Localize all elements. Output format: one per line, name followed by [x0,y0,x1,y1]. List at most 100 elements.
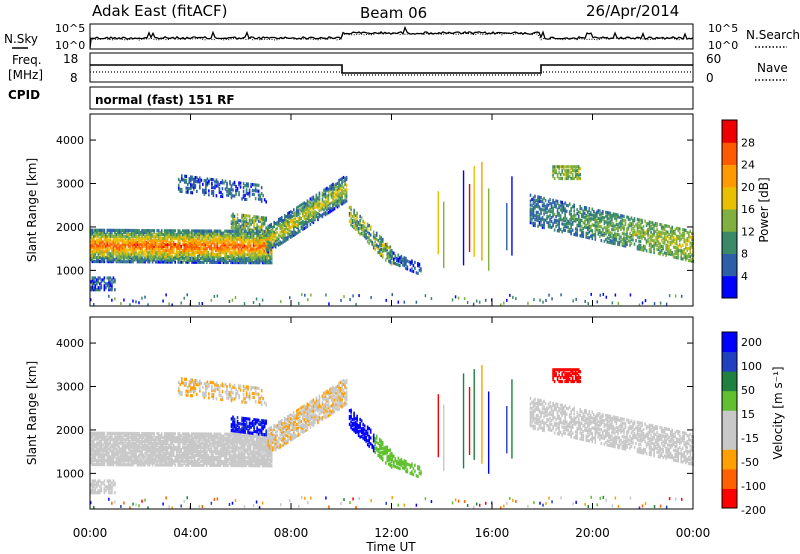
data-cell [240,253,243,257]
data-cell [653,243,655,247]
data-cell [240,243,243,247]
data-cell [535,210,538,214]
data-cell [151,234,154,239]
data-cell [559,208,562,212]
data-cell [291,230,294,234]
data-cell [159,461,161,465]
data-cell [302,212,304,216]
data-cell [144,234,146,239]
data-cell [238,183,240,187]
data-cell [586,228,589,232]
data-cell [178,242,181,247]
data-cell [111,433,113,437]
data-cell [288,211,291,215]
data-cell [242,231,244,235]
data-cell [216,239,219,243]
data-cell [114,443,116,447]
data-cell [617,232,619,237]
data-cell [352,294,354,298]
data-cell [109,246,112,250]
data-cell [273,234,276,238]
data-cell [576,225,579,229]
data-cell [283,233,286,237]
data-cell [156,461,158,465]
data-cell [567,221,569,225]
data-cell [678,239,681,243]
data-cell [648,222,651,226]
data-cell [332,204,334,208]
data-cell [555,165,557,169]
data-cell [120,433,122,437]
data-cell [200,241,202,245]
data-cell [148,242,151,246]
data-cell [629,218,631,222]
data-cell [237,229,240,233]
data-cell [356,215,358,219]
data-cell [118,228,121,233]
data-cell [179,189,182,193]
data-cell [678,243,681,247]
data-cell [172,461,175,465]
data-cell [103,236,106,240]
data-cell [344,182,346,186]
data-cell [91,276,94,280]
data-cell [141,236,143,241]
data-cell [108,443,110,447]
data-cell [656,228,658,232]
data-cell [126,228,128,233]
data-cell [344,198,346,202]
data-cell [665,243,667,248]
data-cell [663,239,666,243]
data-cell [315,211,318,215]
data-cell [236,245,238,249]
data-cell [178,443,181,448]
data-cell [265,237,268,241]
data-cell [230,251,232,255]
data-cell [148,459,151,463]
data-cell [335,194,337,198]
data-cell [583,211,586,215]
data-cell [200,245,202,249]
data-cell [211,177,213,182]
data-cell [203,250,205,255]
data-cell [90,447,92,451]
data-cell [135,236,137,240]
data-cell [230,235,232,239]
data-cell [636,233,639,237]
data-cell [393,251,395,255]
data-cell [117,445,119,449]
data-cell [633,217,636,221]
data-cell [353,224,355,228]
data-cell [114,441,116,445]
data-cell [660,235,663,239]
data-cell [177,457,180,461]
data-cell [142,258,145,262]
data-cell [251,249,253,253]
data-cell [159,451,161,455]
colorbar-tick-label: 4 [741,270,748,283]
data-cell [234,231,237,235]
data-cell [160,447,163,451]
data-cell [150,232,152,237]
data-cell [638,224,640,228]
data-cell [620,239,622,243]
data-cell [135,453,137,457]
data-cell [384,258,387,262]
data-cell [209,260,211,264]
data-cell [100,252,103,256]
data-cell [674,238,677,242]
data-cell [656,237,658,242]
data-cell [174,463,177,467]
data-cell [555,224,557,229]
data-cell [111,242,113,246]
data-cell [135,433,137,438]
data-cell [156,252,158,256]
data-cell [91,286,94,290]
data-cell [541,208,544,212]
data-cell [608,213,610,217]
data-cell [96,250,98,254]
data-cell [93,445,95,449]
data-cell [132,258,134,262]
cpid-panel-frame [89,86,694,110]
data-cell [387,255,390,259]
